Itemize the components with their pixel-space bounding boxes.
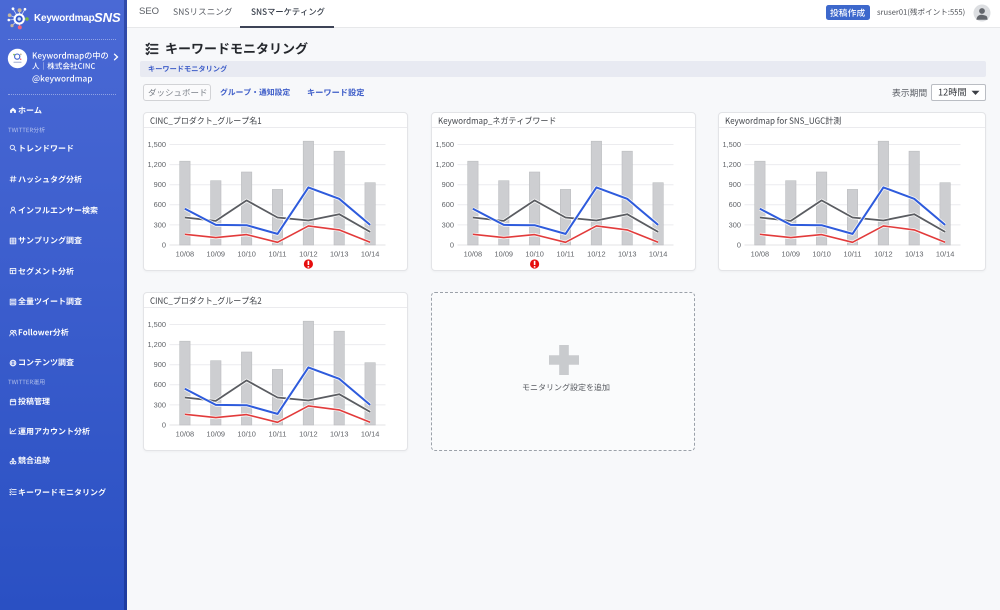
svg-text:0: 0 <box>450 240 454 249</box>
svg-text:600: 600 <box>154 380 166 389</box>
svg-text:10/09: 10/09 <box>207 430 226 439</box>
svg-text:1,500: 1,500 <box>148 140 167 149</box>
svg-text:10/10: 10/10 <box>237 430 256 439</box>
svg-text:600: 600 <box>154 200 166 209</box>
svg-text:10/10: 10/10 <box>525 250 544 259</box>
svg-text:10/08: 10/08 <box>751 250 770 259</box>
svg-text:10/13: 10/13 <box>618 250 637 259</box>
svg-text:10/14: 10/14 <box>649 250 668 259</box>
svg-text:300: 300 <box>154 220 166 229</box>
svg-text:10/10: 10/10 <box>237 250 256 259</box>
svg-text:1,500: 1,500 <box>723 140 742 149</box>
svg-text:1,200: 1,200 <box>723 160 742 169</box>
svg-text:10/13: 10/13 <box>905 250 924 259</box>
svg-text:10/11: 10/11 <box>269 250 287 259</box>
svg-text:600: 600 <box>729 200 741 209</box>
svg-text:10/14: 10/14 <box>361 430 380 439</box>
svg-text:10/11: 10/11 <box>557 250 575 259</box>
svg-text:10/12: 10/12 <box>299 250 318 259</box>
svg-text:10/08: 10/08 <box>176 430 195 439</box>
svg-text:300: 300 <box>442 220 454 229</box>
svg-text:10/09: 10/09 <box>207 250 226 259</box>
svg-text:900: 900 <box>154 360 166 369</box>
svg-text:10/10: 10/10 <box>812 250 831 259</box>
svg-text:0: 0 <box>737 240 741 249</box>
svg-text:10/12: 10/12 <box>874 250 893 259</box>
svg-text:10/08: 10/08 <box>176 250 195 259</box>
svg-text:10/13: 10/13 <box>330 250 349 259</box>
svg-text:0: 0 <box>162 420 166 429</box>
svg-text:900: 900 <box>729 180 741 189</box>
svg-text:10/14: 10/14 <box>361 250 380 259</box>
svg-text:1,200: 1,200 <box>148 160 167 169</box>
svg-text:900: 900 <box>154 180 166 189</box>
svg-text:900: 900 <box>442 180 454 189</box>
svg-text:1,200: 1,200 <box>148 340 167 349</box>
svg-text:10/14: 10/14 <box>936 250 955 259</box>
svg-text:300: 300 <box>729 220 741 229</box>
svg-text:1,200: 1,200 <box>436 160 455 169</box>
svg-text:10/09: 10/09 <box>495 250 514 259</box>
svg-text:10/11: 10/11 <box>844 250 862 259</box>
svg-text:10/12: 10/12 <box>299 430 318 439</box>
svg-text:10/12: 10/12 <box>587 250 606 259</box>
svg-text:1,500: 1,500 <box>436 140 455 149</box>
svg-text:10/11: 10/11 <box>269 430 287 439</box>
svg-text:10/09: 10/09 <box>782 250 801 259</box>
svg-text:600: 600 <box>442 200 454 209</box>
svg-text:0: 0 <box>162 240 166 249</box>
svg-text:10/13: 10/13 <box>330 430 349 439</box>
svg-text:1,500: 1,500 <box>148 320 167 329</box>
svg-text:10/08: 10/08 <box>464 250 483 259</box>
svg-text:300: 300 <box>154 400 166 409</box>
